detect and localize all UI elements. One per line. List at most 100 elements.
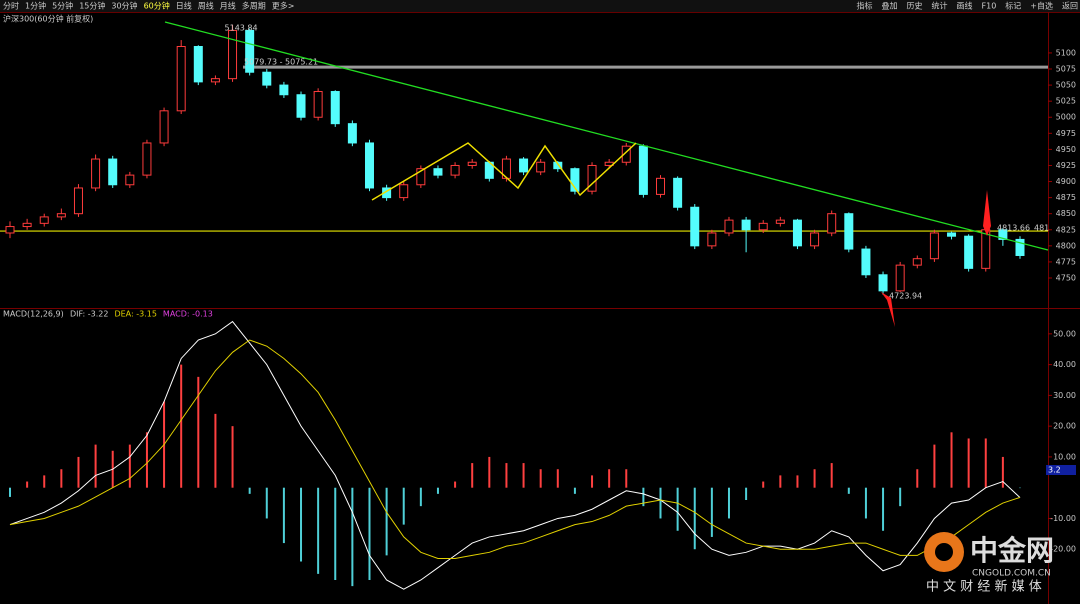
candle-body (929, 232, 939, 260)
tool-button[interactable]: 返回 (1062, 2, 1078, 11)
candle-body (758, 222, 768, 231)
period-tab[interactable]: 15分钟 (79, 1, 105, 11)
candle-body (245, 29, 255, 73)
candle-body (73, 187, 83, 215)
candle-body (450, 164, 460, 176)
period-tab[interactable]: 5分钟 (52, 1, 73, 11)
candle-body (724, 219, 734, 234)
tool-button[interactable]: 画线 (957, 1, 973, 11)
y-tick-label: -10.00 (1050, 514, 1076, 523)
tool-button[interactable]: 标记 (1005, 1, 1021, 11)
candle-body (433, 168, 443, 176)
candle-body (22, 222, 32, 228)
arrow (881, 292, 895, 327)
candle-body (707, 232, 717, 247)
candle-body (621, 145, 631, 163)
candle-body (656, 177, 666, 195)
candle-body (947, 232, 957, 237)
period-tab[interactable]: 更多> (272, 1, 295, 11)
y-tick-label: 30.00 (1053, 391, 1076, 400)
period-tab[interactable]: 1分钟 (25, 1, 46, 11)
candle-body (981, 229, 991, 269)
candle-body (193, 46, 203, 83)
tool-button[interactable]: F10 (982, 2, 997, 11)
candle-body (827, 213, 837, 234)
indicator-line (9, 339, 1021, 559)
y-tick-label: 4750 (1056, 273, 1076, 282)
candle-body (108, 158, 118, 186)
indicator-legend: MACD: -0.13 (163, 310, 213, 319)
candle-body (998, 229, 1008, 240)
candle-body (347, 123, 357, 144)
toolbar-bg (0, 0, 1080, 12)
period-tab[interactable]: 30分钟 (111, 1, 137, 11)
annotation: 4813.66 (997, 224, 1030, 233)
candle-body (159, 110, 169, 144)
y-tick-label: 4875 (1056, 193, 1076, 202)
y-tick-label: 4825 (1056, 225, 1076, 234)
period-tab[interactable]: 周线 (198, 1, 214, 11)
candle-body (142, 142, 152, 176)
candle-body (210, 78, 220, 83)
y-tick-label: 5025 (1056, 97, 1076, 106)
candle-body (313, 91, 323, 118)
y-tick-label: 4925 (1056, 161, 1076, 170)
candle-body (382, 187, 392, 199)
annotation: 4723.94 (889, 292, 922, 301)
tool-button[interactable]: 历史 (907, 1, 923, 11)
indicator-legend: DIF: -3.22 (70, 310, 108, 319)
indicator-title: MACD(12,26,9) (3, 310, 64, 319)
indicator-legend: DEA: -3.15 (114, 310, 156, 319)
candle-body (416, 168, 426, 186)
watermark-site: CNGOLD.COM.CN (972, 569, 1051, 579)
candle-body (895, 264, 905, 292)
y-tick-label: 20.00 (1053, 422, 1076, 431)
candle-body (1015, 238, 1025, 256)
candle-body (296, 94, 306, 118)
arrow (983, 190, 991, 236)
candle-body (5, 226, 15, 234)
candle-body (91, 158, 101, 189)
candle-body (912, 258, 922, 266)
cursor-box (1046, 465, 1076, 475)
y-tick-label: 4900 (1056, 177, 1076, 186)
y-tick-label: 5050 (1056, 81, 1076, 90)
y-tick-label: 50.00 (1053, 329, 1076, 338)
candle-body (39, 216, 49, 224)
candle-body (467, 161, 477, 166)
y-tick-label: 40.00 (1053, 360, 1076, 369)
candle-body (741, 219, 751, 231)
candle-body (810, 232, 820, 247)
period-tab[interactable]: 日线 (176, 1, 192, 11)
candle-body (536, 161, 546, 173)
chart-title: 沪深300(60分钟 前复权) (3, 14, 93, 24)
period-tab[interactable]: 多周期 (242, 1, 266, 11)
trend-line (164, 21, 1049, 251)
y-tick-label: 5000 (1056, 113, 1076, 122)
tool-button[interactable]: +自选 (1030, 1, 1053, 11)
candle-body (861, 248, 871, 276)
tool-button[interactable]: 叠加 (882, 1, 898, 11)
annotation: 5143.84 (225, 24, 258, 33)
candle-body (690, 206, 700, 247)
annotation: 5079.73 - 5075.21 (244, 58, 318, 67)
period-tab[interactable]: 分时 (3, 1, 19, 11)
y-tick-label: 4800 (1056, 241, 1076, 250)
watermark-slogan: 中 文 财 经 新 媒 体 (926, 579, 1042, 595)
period-tab[interactable]: 60分钟 (144, 1, 170, 11)
candle-body (56, 213, 66, 218)
candle-body (792, 219, 802, 247)
period-tab[interactable]: 月线 (220, 1, 236, 11)
candle-body (279, 84, 289, 96)
candle-body (519, 158, 529, 173)
candle-body (228, 29, 238, 80)
cursor-label: 3.2 (1048, 466, 1061, 475)
zigzag-drawing (371, 142, 637, 201)
tool-button[interactable]: 统计 (932, 1, 948, 11)
candle-body (673, 177, 683, 208)
candle-body (775, 219, 785, 224)
annotation: 481 (1034, 224, 1049, 233)
candle-body (570, 168, 580, 192)
tool-button[interactable]: 指标 (857, 1, 873, 11)
